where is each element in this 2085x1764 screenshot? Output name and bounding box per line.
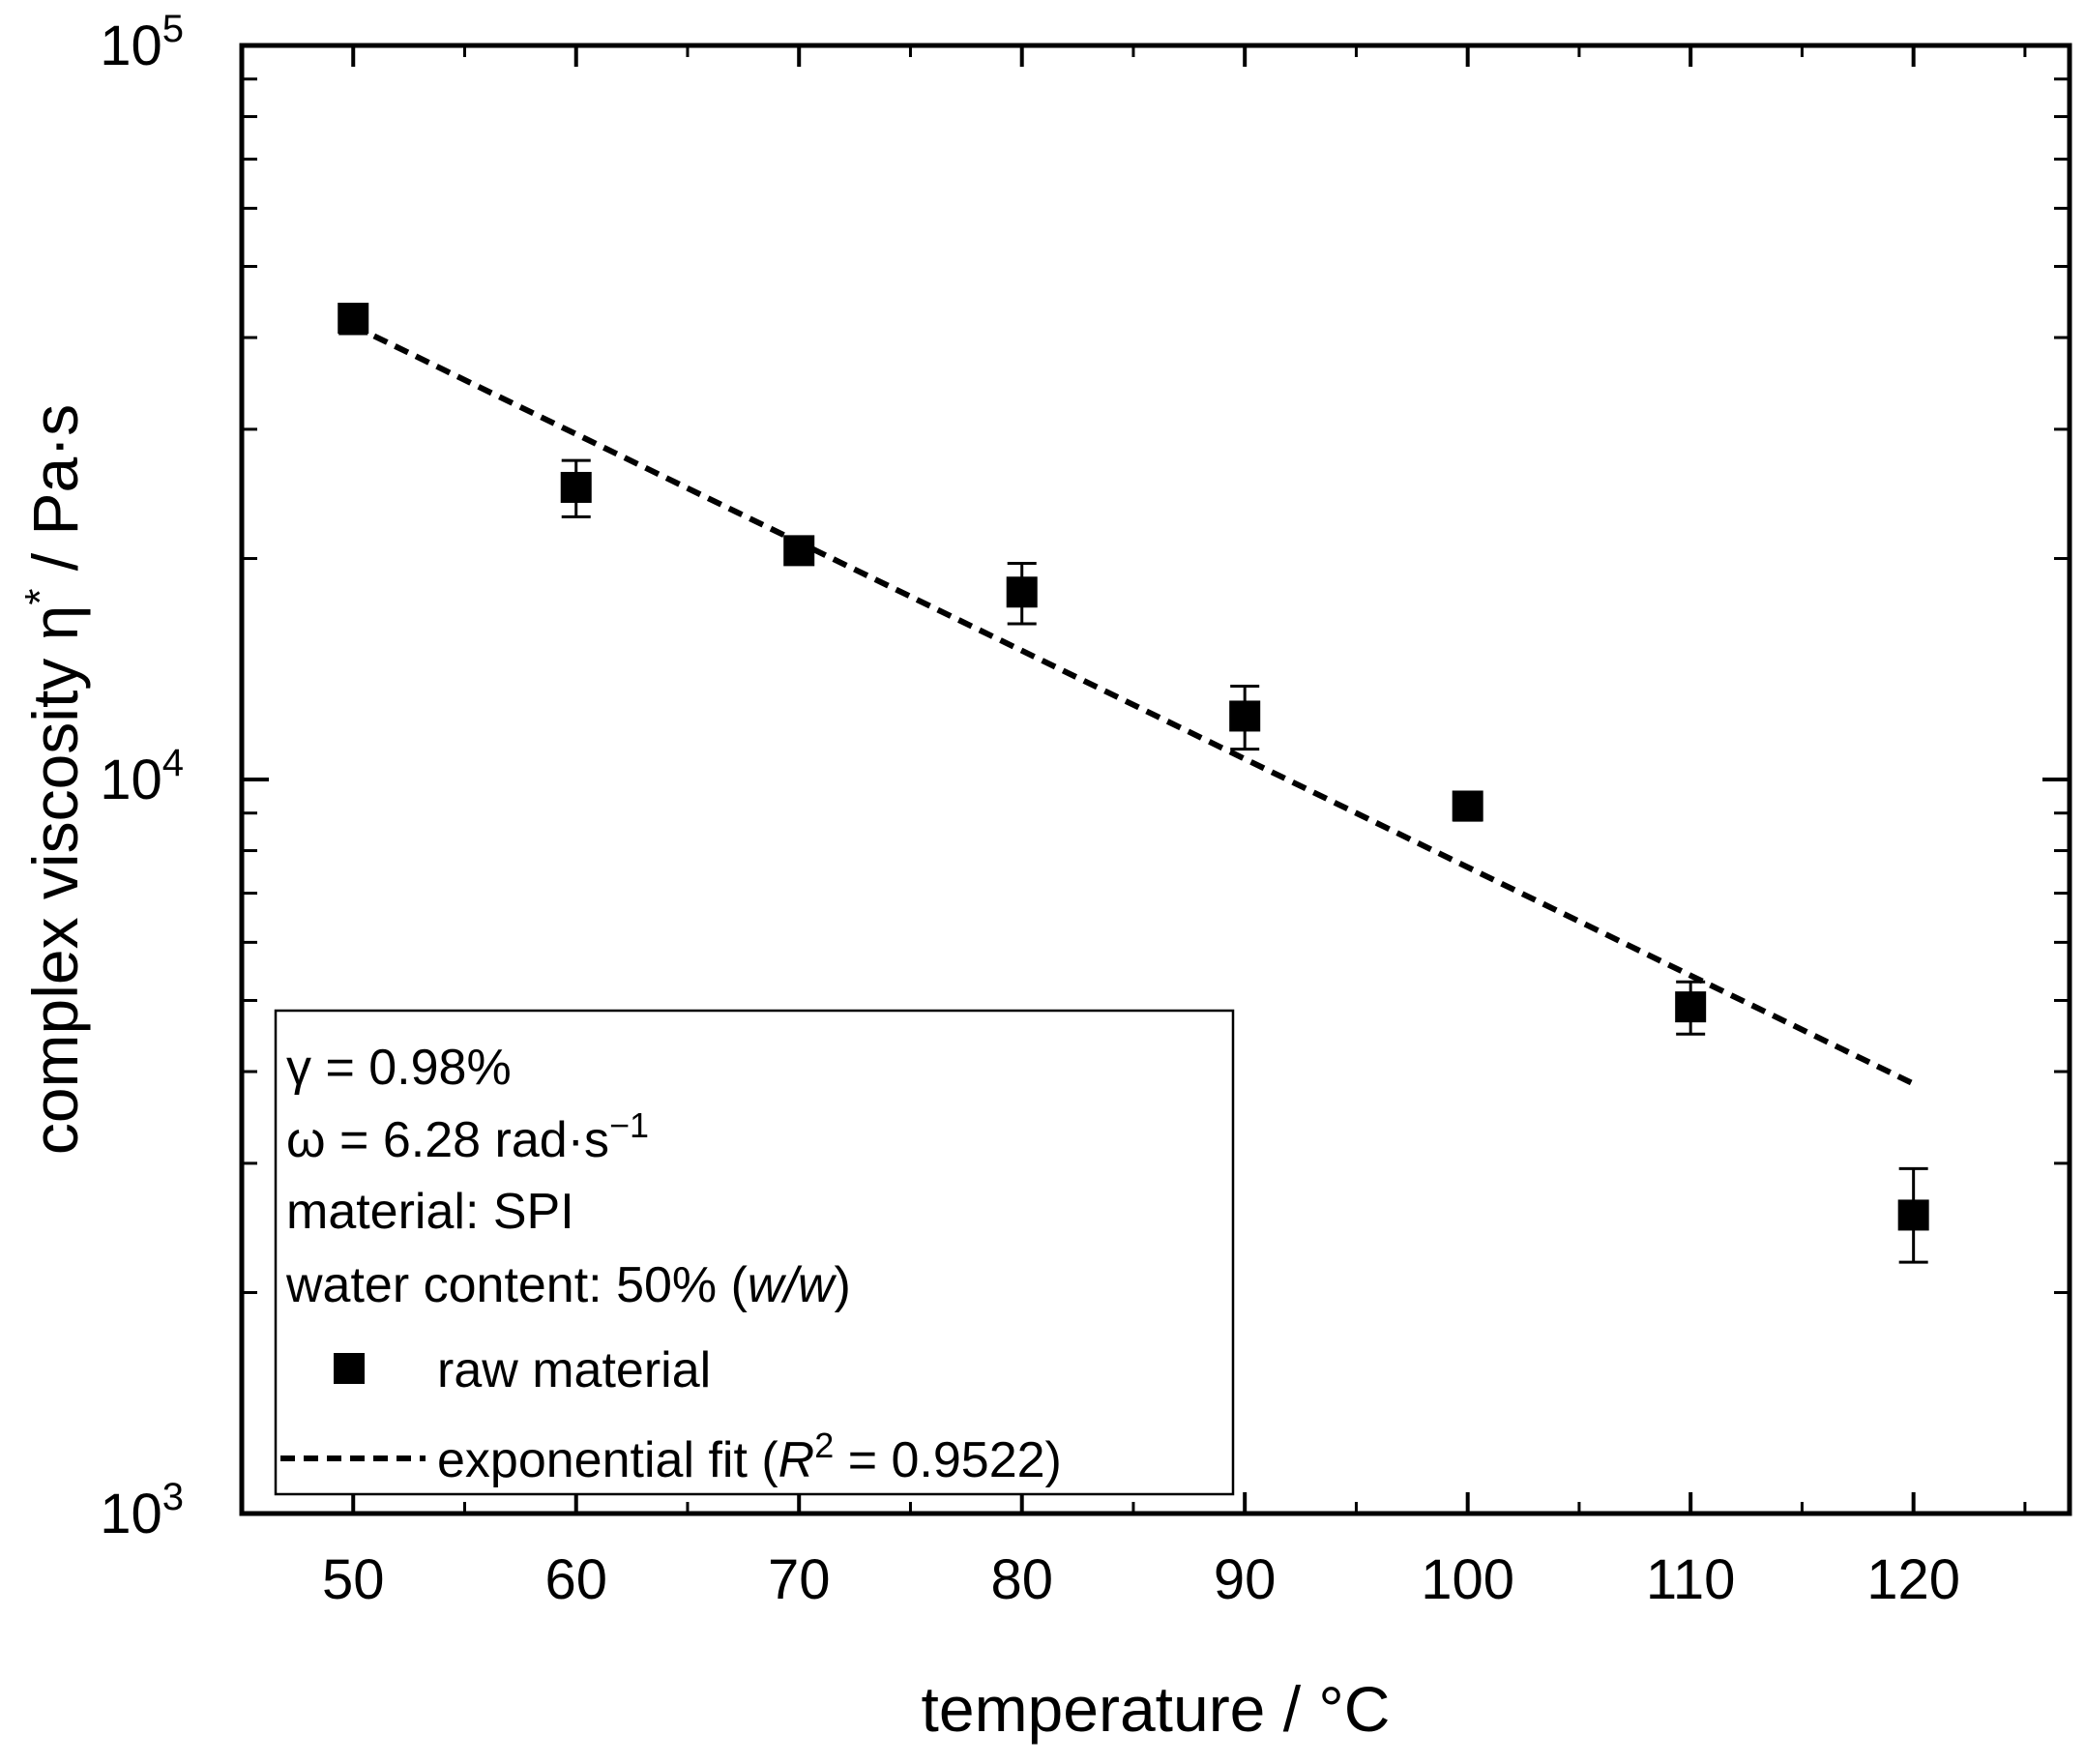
y-axis-title-unit: / Pa·s xyxy=(19,404,91,589)
data-point-square xyxy=(1897,1199,1929,1231)
exponential-fit-line xyxy=(351,323,1915,1087)
legend-param-frequency: ω = 6.28 rad·s−1 xyxy=(286,1105,649,1168)
legend-param-material: material: SPI xyxy=(286,1184,574,1240)
omega-symbol: ω xyxy=(286,1112,326,1168)
data-point-square xyxy=(1229,700,1261,732)
y-tick-label-exponent: 3 xyxy=(162,1476,184,1518)
y-axis-title-base: complex viscosity η xyxy=(19,605,91,1156)
y-tick-label-base: 10 xyxy=(100,749,162,811)
legend-param-water-content: water content: 50% (w/w) xyxy=(285,1257,851,1313)
x-tick-label: 50 xyxy=(322,1548,385,1611)
y-axis-title-superscript: * xyxy=(16,589,64,605)
y-tick-label-base: 10 xyxy=(100,1483,162,1545)
data-point-square xyxy=(560,471,592,503)
data-point-square xyxy=(1006,576,1038,608)
data-point-square xyxy=(783,535,815,567)
data-point-square xyxy=(1452,790,1483,822)
x-tick-label: 120 xyxy=(1866,1548,1960,1611)
x-tick-label: 60 xyxy=(544,1548,607,1611)
x-tick-label: 100 xyxy=(1421,1548,1514,1611)
x-axis-title: temperature / °C xyxy=(922,1673,1391,1745)
x-tick-label: 90 xyxy=(1214,1548,1277,1611)
y-tick-label: 103 xyxy=(100,1476,184,1545)
y-tick-label: 104 xyxy=(100,742,184,811)
y-tick-label-base: 10 xyxy=(100,15,162,77)
y-tick-label-exponent: 4 xyxy=(162,742,184,784)
gamma-symbol: γ xyxy=(286,1040,311,1096)
legend-box xyxy=(274,1009,1235,1496)
legend-entry-raw-material: raw material xyxy=(437,1342,711,1398)
axis-ticks xyxy=(242,44,2070,1515)
x-tick-label: 70 xyxy=(768,1548,831,1611)
x-tick-label: 110 xyxy=(1646,1548,1735,1611)
y-tick-label-exponent: 5 xyxy=(162,8,184,50)
data-points xyxy=(338,303,1929,1231)
x-tick-label: 80 xyxy=(990,1548,1053,1611)
legend-entry-exponential-fit: exponential fit (R2 = 0.9522) xyxy=(437,1426,1062,1488)
legend-square-marker xyxy=(334,1353,365,1384)
x-tick-labels: 50 60 70 80 90 100 110 120 xyxy=(322,1548,1960,1611)
y-axis-title: complex viscosity η* / Pa·s xyxy=(16,404,91,1155)
legend: γ = 0.98% ω = 6.28 rad·s−1 material: SPI… xyxy=(274,1009,1235,1496)
data-point-square xyxy=(1675,991,1707,1023)
y-tick-label: 105 xyxy=(100,8,184,77)
legend-param-strain: γ = 0.98% xyxy=(286,1040,512,1096)
data-point-square xyxy=(338,303,369,335)
